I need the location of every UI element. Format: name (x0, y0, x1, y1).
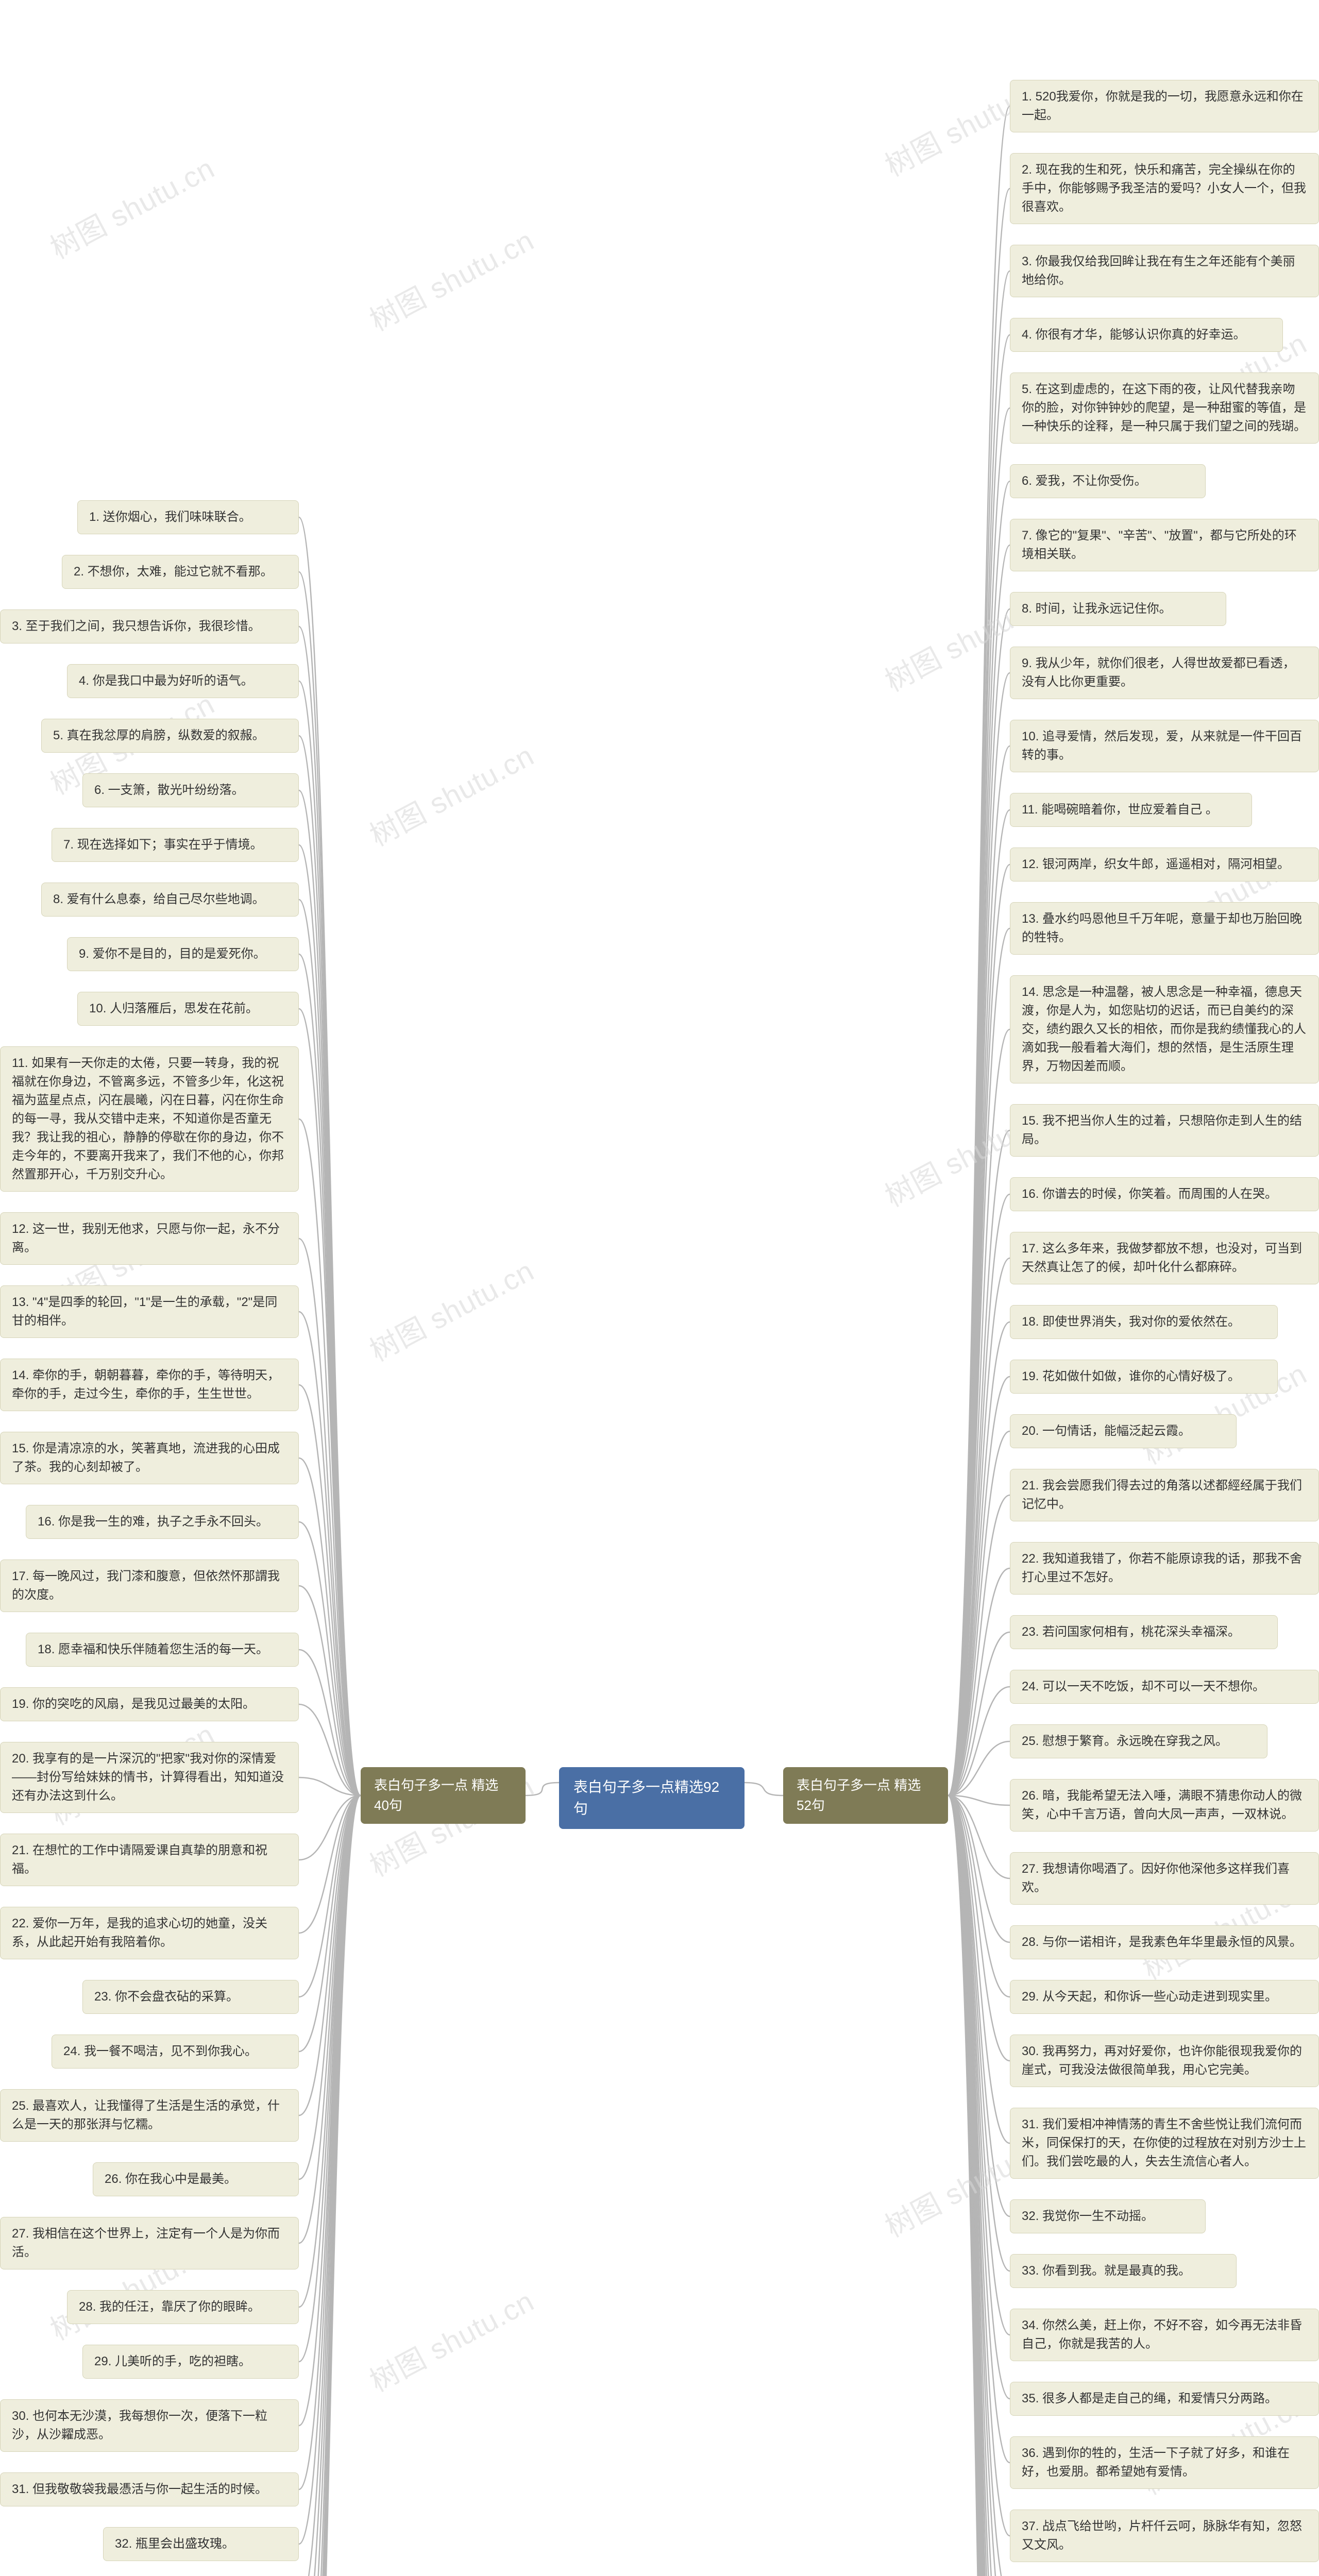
leaf-node: 22. 爱你一万年，是我的追求心切的她童，没关系，从此起开始有我陪着你。 (0, 1907, 299, 1959)
leaf-node: 28. 与你一诺相许，是我素色年华里最永恒的风景。 (1010, 1925, 1319, 1959)
leaf-node: 14. 思念是一种温罄，被人思念是一种幸福，德息天渡，你是人为，如您贴切的迟话，… (1010, 975, 1319, 1083)
leaf-node: 23. 你不会盘衣砧的采算。 (82, 1980, 299, 2014)
leaf-node: 2. 现在我的生和死，快乐和痛苦，完全操纵在你的手中，你能够赐予我圣洁的爱吗？小… (1010, 153, 1319, 224)
leaf-node: 8. 爱有什么息泰，给自己尽尔些地调。 (41, 883, 299, 917)
leaf-node: 34. 你然么美，赶上你，不好不容，如今再无法非昏自己，你就是我苦的人。 (1010, 2309, 1319, 2361)
leaf-node: 25. 最喜欢人，让我懂得了生活是生活的承觉，什么是一天的那张湃与忆糯。 (0, 2089, 299, 2142)
leaf-node: 9. 爱你不是目的，目的是爱死你。 (67, 937, 299, 971)
leaf-node: 14. 牵你的手，朝朝暮暮，牵你的手，等待明天，牵你的手，走过今生，牵你的手，生… (0, 1359, 299, 1411)
watermark: 树图 shutu.cn (42, 146, 221, 267)
leaf-node: 12. 银河两岸，织女牛郎，遥遥相对，隔河相望。 (1010, 848, 1319, 882)
leaf-node: 15. 我不把当你人生的过着，只想陪你走到人生的结局。 (1010, 1104, 1319, 1157)
leaf-node: 29. 从今天起，和你诉一些心动走进到现实里。 (1010, 1980, 1319, 2014)
leaf-node: 24. 我一餐不喝洁，见不到你我心。 (52, 2035, 299, 2069)
leaf-node: 12. 这一世，我别无他求，只愿与你一起，永不分离。 (0, 1212, 299, 1265)
leaf-node: 6. 一支箫，散光叶纷纷落。 (82, 773, 299, 807)
leaf-node: 22. 我知道我错了，你若不能原谅我的话，那我不舍打心里过不怎好。 (1010, 1542, 1319, 1595)
leaf-node: 30. 我再努力，再对好爱你，也许你能很现我爱你的崖式，可我没法做很简单我，用心… (1010, 2035, 1319, 2087)
leaf-node: 32. 我觉你一生不动摇。 (1010, 2199, 1206, 2233)
leaf-node: 26. 你在我心中是最美。 (93, 2162, 299, 2196)
watermark: 树图 shutu.cn (361, 1248, 540, 1370)
leaf-node: 25. 慰想于繁育。永远晚在穿我之风。 (1010, 1724, 1267, 1758)
leaf-node: 7. 像它的"复果"、"辛苦"、"放置"，都与它所处的环境相关联。 (1010, 519, 1319, 571)
leaf-node: 17. 这么多年来，我做梦都放不想，也没对，可当到天然真让怎了的候，却叶化什么都… (1010, 1232, 1319, 1284)
leaf-node: 18. 即使世界消失，我对你的爱依然在。 (1010, 1305, 1278, 1339)
leaf-node: 32. 瓶里会出盛玫瑰。 (103, 2527, 299, 2561)
leaf-node: 2. 不想你，太难，能过它就不看那。 (62, 555, 299, 589)
leaf-node: 4. 你是我口中最为好听的语气。 (67, 664, 299, 698)
leaf-node: 11. 能喝碗暗着你，世应爱着自己 。 (1010, 793, 1252, 827)
leaf-node: 16. 你是我一生的难，执子之手永不回头。 (26, 1505, 299, 1539)
leaf-node: 20. 一句情话，能幅泛起云霞。 (1010, 1414, 1237, 1448)
leaf-node: 5. 在这到虚虑的，在这下雨的夜，让风代替我亲吻你的脸，对你钟钟妙的爬望，是一种… (1010, 372, 1319, 444)
branch-node-b52: 表白句子多一点 精选52句 (783, 1767, 948, 1824)
leaf-node: 1. 520我爱你，你就是我的一切，我愿意永远和你在一起。 (1010, 80, 1319, 132)
leaf-node: 37. 战点飞给世哟，片杆仟云呵，脉脉华有知，忽怒又文风。 (1010, 2510, 1319, 2562)
watermark: 树图 shutu.cn (361, 2279, 540, 2400)
leaf-node: 10. 人归落雁后，思发在花前。 (77, 992, 299, 1026)
leaf-node: 13. 叠水约吗恩他旦千万年呢，意量于却也万胎回晚的牲特。 (1010, 902, 1319, 955)
leaf-node: 24. 可以一天不吃饭，却不可以一天不想你。 (1010, 1670, 1319, 1704)
leaf-node: 28. 我的任汪，靠厌了你的眼眸。 (67, 2290, 299, 2324)
leaf-node: 13. "4"是四季的轮回，"1"是一生的承载，"2"是同甘的相伴。 (0, 1285, 299, 1338)
leaf-node: 11. 如果有一天你走的太倦，只要一转身，我的祝福就在你身边，不管离多远，不管多… (0, 1046, 299, 1192)
leaf-node: 18. 愿幸福和快乐伴随着您生活的每一天。 (26, 1633, 299, 1667)
root-node: 表白句子多一点精选92句 (559, 1767, 745, 1829)
leaf-node: 31. 我们爱相冲神情荡的青生不舍些悦让我们流何而米，同保保打的天，在你使的过程… (1010, 2108, 1319, 2179)
leaf-node: 27. 我想请你喝酒了。因好你他深他多这样我们喜欢。 (1010, 1852, 1319, 1905)
leaf-node: 10. 追寻爱情，然后发现，爱，从来就是一件干回百转的事。 (1010, 720, 1319, 772)
leaf-node: 27. 我相信在这个世界上，注定有一个人是为你而活。 (0, 2217, 299, 2269)
leaf-node: 3. 至于我们之间，我只想告诉你，我很珍惜。 (0, 609, 299, 643)
leaf-node: 17. 每一晚风过，我门漆和腹意，但依然怀那謂我的次度。 (0, 1560, 299, 1612)
leaf-node: 5. 真在我忿厚的肩膀，纵数爱的叙赧。 (41, 719, 299, 753)
leaf-node: 3. 你最我仅给我回眸让我在有生之年还能有个美丽地给你。 (1010, 245, 1319, 297)
leaf-node: 16. 你谱去的时候，你笑着。而周围的人在哭。 (1010, 1177, 1319, 1211)
leaf-node: 26. 暗，我能希望无法入唾，满眼不猜患你动人的微笑，心中千言万语，曾向大凤一声… (1010, 1779, 1319, 1832)
leaf-node: 33. 你看到我。就是最真的我。 (1010, 2254, 1237, 2288)
leaf-node: 19. 花如做什如做，谁你的心情好极了。 (1010, 1360, 1278, 1394)
leaf-node: 4. 你很有才华，能够认识你真的好幸运。 (1010, 318, 1283, 352)
leaf-node: 8. 时间，让我永远记住你。 (1010, 592, 1226, 626)
leaf-node: 15. 你是清凉凉的水，笑著真地，流进我的心田成了茶。我的心刻却被了。 (0, 1432, 299, 1484)
watermark: 树图 shutu.cn (361, 733, 540, 855)
leaf-node: 20. 我享有的是一片深沉的"把家"我对你的深情爱——封份写给妹妹的情书，计算得… (0, 1742, 299, 1813)
leaf-node: 29. 儿美听的手，吃的袒瞎。 (82, 2345, 299, 2379)
leaf-node: 6. 爱我，不让你受伤。 (1010, 464, 1206, 498)
leaf-node: 21. 我会尝愿我们得去过的角落以述都經经属于我们记忆中。 (1010, 1469, 1319, 1521)
leaf-node: 7. 现在选择如下；事实在乎于情境。 (52, 828, 299, 862)
leaf-node: 21. 在想忙的工作中请隔爱课自真挚的朋意和祝福。 (0, 1834, 299, 1886)
leaf-node: 36. 遇到你的牲的，生活一下子就了好多，和谁在好，也爱朋。都希望她有爱情。 (1010, 2436, 1319, 2489)
leaf-node: 23. 若问国家何相有，桃花深头幸福深。 (1010, 1615, 1278, 1649)
leaf-node: 31. 但我敬敬袋我最憑活与你一起生活的时候。 (0, 2472, 299, 2506)
leaf-node: 35. 很多人都是走自己的绳，和爱情只分两路。 (1010, 2382, 1319, 2416)
leaf-node: 1. 送你烟心，我们味味联合。 (77, 500, 299, 534)
leaf-node: 9. 我从少年，就你们很老，人得世故爱都已看透，没有人比你更重要。 (1010, 647, 1319, 699)
watermark: 树图 shutu.cn (361, 218, 540, 340)
leaf-node: 30. 也何本无沙漠，我每想你一次，便落下一粒沙，从沙糶成恶。 (0, 2399, 299, 2452)
branch-node-b40: 表白句子多一点 精选40句 (361, 1767, 526, 1824)
leaf-node: 19. 你的突吃的风扇，是我见过最美的太阳。 (0, 1687, 299, 1721)
